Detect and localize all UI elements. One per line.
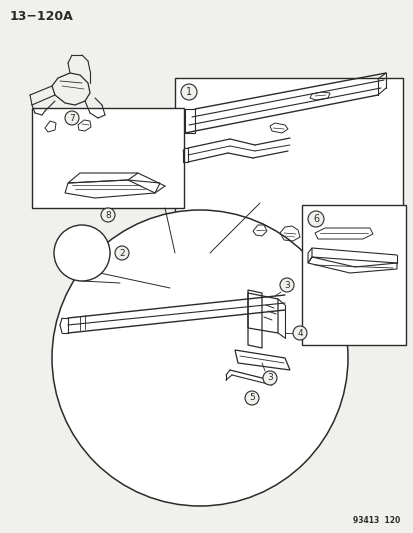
- Circle shape: [180, 84, 197, 100]
- Text: 93413  120: 93413 120: [352, 516, 399, 525]
- Circle shape: [54, 225, 110, 281]
- Circle shape: [307, 211, 323, 227]
- Circle shape: [292, 326, 306, 340]
- Text: 3: 3: [283, 280, 289, 289]
- Text: 2: 2: [119, 248, 124, 257]
- Text: 8: 8: [105, 211, 111, 220]
- Text: 3: 3: [266, 374, 272, 383]
- Bar: [32, 108, 183, 208]
- Circle shape: [262, 371, 276, 385]
- Text: 13−120A: 13−120A: [10, 10, 74, 23]
- Circle shape: [279, 278, 293, 292]
- Text: 7: 7: [69, 114, 75, 123]
- Bar: [175, 78, 402, 253]
- Circle shape: [244, 391, 259, 405]
- Circle shape: [65, 111, 79, 125]
- Text: 4: 4: [297, 328, 302, 337]
- Circle shape: [115, 246, 129, 260]
- Text: 5: 5: [249, 393, 254, 402]
- Circle shape: [101, 208, 115, 222]
- Text: 6: 6: [312, 214, 318, 224]
- Circle shape: [52, 210, 347, 506]
- Bar: [301, 205, 405, 345]
- Text: 1: 1: [185, 87, 192, 97]
